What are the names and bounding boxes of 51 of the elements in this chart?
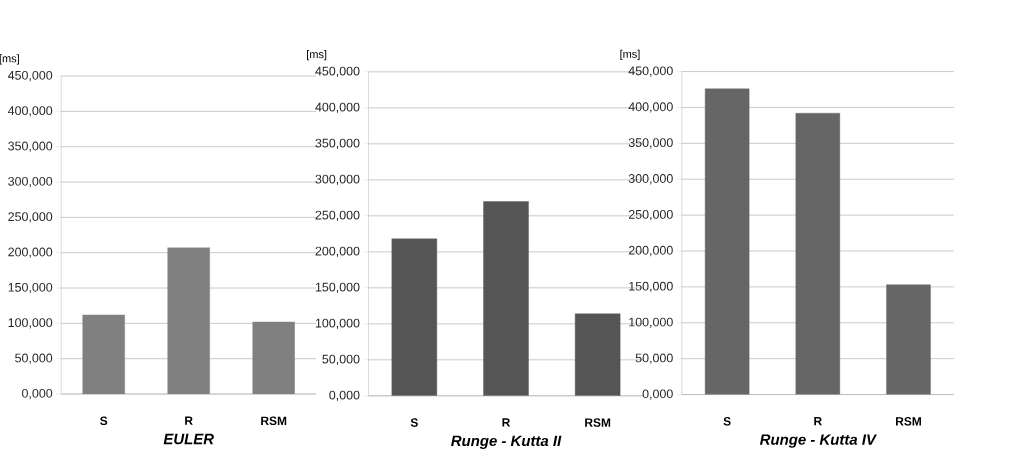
y-tick-label: 0,000	[329, 390, 360, 401]
x-tick-label: S	[100, 416, 108, 426]
y-tick-label: 150,000	[315, 282, 360, 293]
bar	[82, 314, 125, 395]
y-tick-label: 350,000	[315, 138, 360, 149]
y-tick-label: 100,000	[8, 318, 53, 329]
y-axis-title: [ms]	[307, 50, 327, 61]
x-tick-label: RSM	[585, 418, 611, 427]
y-tick-label: 200,000	[628, 245, 673, 257]
y-tick-label: 450,000	[315, 66, 360, 77]
bar	[483, 201, 529, 396]
x-axis-title: EULER	[163, 433, 214, 445]
y-tick-label: 150,000	[8, 282, 53, 294]
y-tick-label: 200,000	[8, 247, 53, 258]
x-tick-label: S	[410, 418, 418, 427]
bar	[167, 247, 210, 395]
x-tick-label: R	[185, 416, 193, 425]
y-tick-label: 400,000	[315, 102, 360, 113]
y-tick-label: 300,000	[315, 174, 360, 185]
y-tick-label: 400,000	[7, 106, 53, 117]
y-tick-label: 350,000	[8, 141, 53, 152]
x-tick-label: RSM	[261, 416, 287, 426]
y-tick-label: 450,000	[7, 70, 53, 82]
y-tick-label: 100,000	[629, 317, 673, 328]
y-tick-label: 250,000	[315, 210, 360, 221]
y-tick-label: 100,000	[315, 318, 360, 329]
y-tick-label: 250,000	[628, 209, 673, 221]
y-tick-label: 0,000	[642, 389, 673, 400]
y-tick-label: 200,000	[315, 246, 360, 257]
y-tick-label: 50,000	[635, 353, 673, 364]
y-tick-label: 350,000	[628, 138, 673, 149]
bar	[391, 238, 438, 396]
x-tick-label: R	[814, 417, 822, 426]
x-axis-title: Runge - Kutta IV	[759, 434, 877, 448]
y-tick-label: 300,000	[8, 176, 53, 188]
x-tick-label: R	[502, 418, 511, 427]
y-tick-label: 150,000	[629, 281, 673, 293]
x-tick-label: RSM	[896, 417, 921, 426]
y-tick-label: 0,000	[22, 388, 53, 400]
y-tick-label: 450,000	[628, 66, 673, 77]
y-tick-label: 50,000	[15, 353, 53, 364]
x-axis-title: Runge - Kutta II	[451, 435, 562, 450]
bar	[252, 321, 295, 395]
y-tick-label: 50,000	[322, 354, 360, 365]
y-axis-title: [ms]	[620, 49, 640, 61]
y-tick-label: 250,000	[8, 212, 53, 223]
x-tick-label: S	[723, 417, 731, 426]
y-tick-label: 300,000	[628, 174, 673, 185]
y-tick-label: 400,000	[628, 102, 673, 113]
bar	[574, 313, 621, 396]
y-axis-title: [ms]	[0, 54, 19, 65]
